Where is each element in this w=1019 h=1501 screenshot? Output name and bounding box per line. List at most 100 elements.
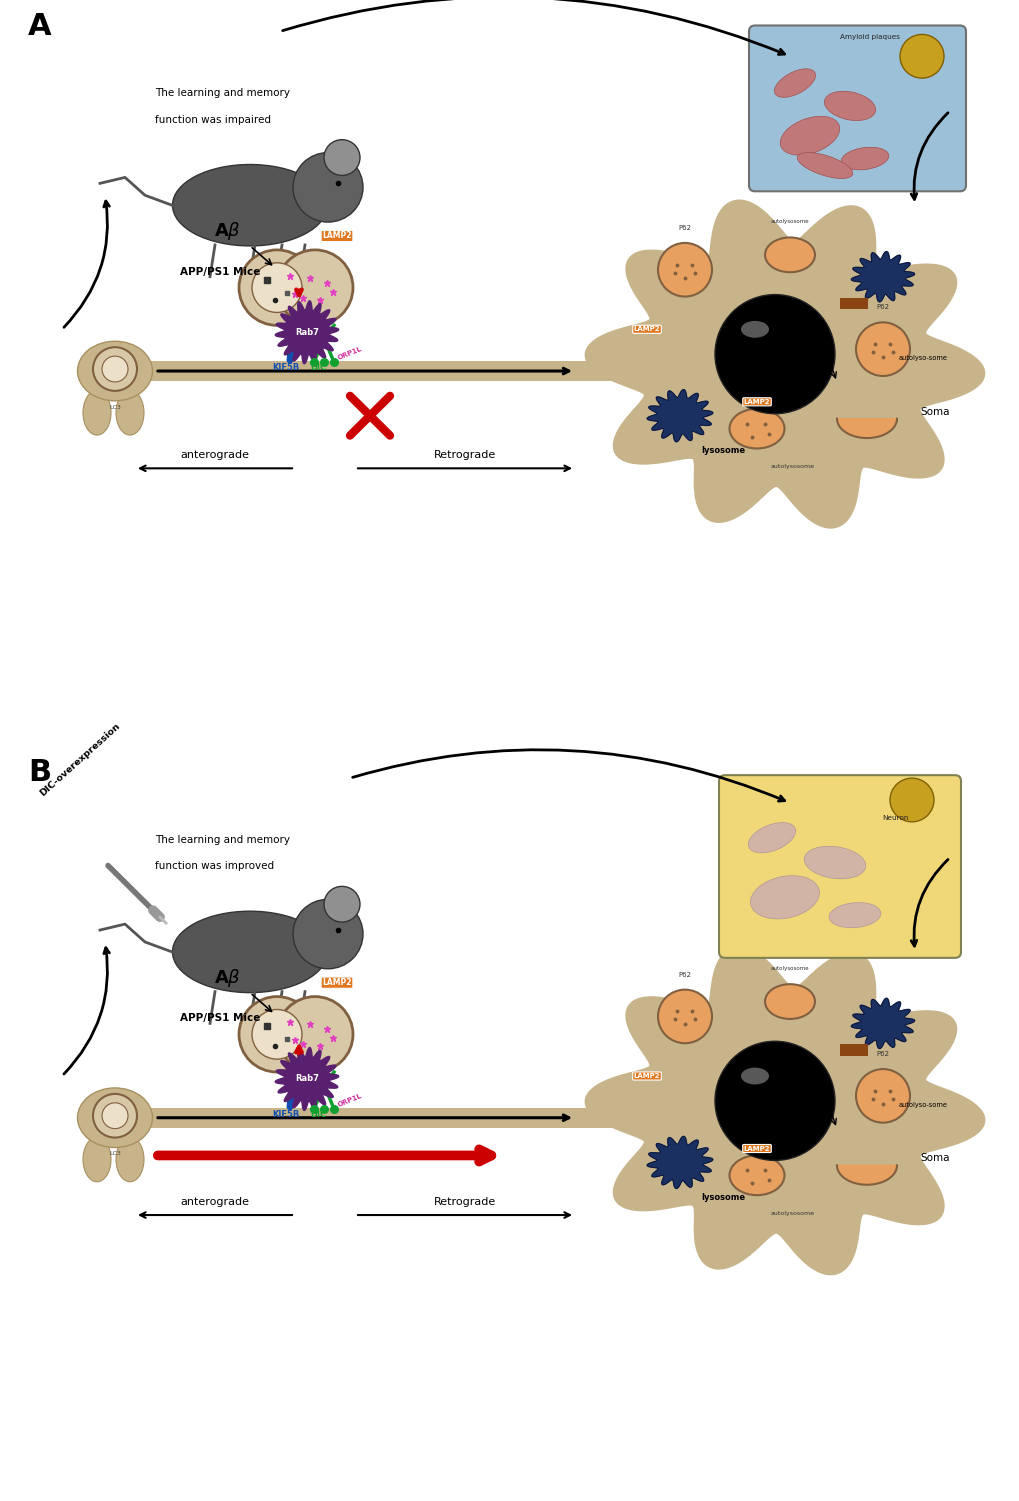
Ellipse shape <box>841 147 888 170</box>
Bar <box>840 1045 867 1057</box>
Bar <box>148 1108 602 1127</box>
Ellipse shape <box>823 92 874 120</box>
Text: P62: P62 <box>678 225 691 231</box>
Text: Soma: Soma <box>919 407 949 417</box>
Circle shape <box>252 263 302 312</box>
Text: lysosome: lysosome <box>700 1193 744 1202</box>
Circle shape <box>890 778 933 823</box>
Text: function was improved: function was improved <box>155 862 274 872</box>
Circle shape <box>292 899 363 968</box>
Bar <box>840 297 867 309</box>
Text: autolysosome: autolysosome <box>770 1211 814 1216</box>
Text: LC3: LC3 <box>109 1151 121 1156</box>
Text: LAMP2: LAMP2 <box>322 231 352 240</box>
Circle shape <box>324 887 360 922</box>
Bar <box>148 362 602 381</box>
Circle shape <box>238 997 315 1072</box>
Circle shape <box>93 1094 137 1138</box>
Text: LAMP2: LAMP2 <box>743 1145 769 1151</box>
Polygon shape <box>275 1048 338 1111</box>
Circle shape <box>102 356 127 381</box>
Text: autolyso­some: autolyso­some <box>898 1102 947 1108</box>
FancyBboxPatch shape <box>718 775 960 958</box>
Ellipse shape <box>828 902 880 928</box>
Text: P62: P62 <box>875 1051 889 1057</box>
Circle shape <box>657 989 711 1043</box>
Circle shape <box>102 1103 127 1129</box>
Ellipse shape <box>172 165 327 246</box>
Ellipse shape <box>797 153 852 179</box>
Text: Soma: Soma <box>919 1153 949 1163</box>
Text: LAMP2: LAMP2 <box>743 399 769 405</box>
FancyBboxPatch shape <box>748 26 965 191</box>
Text: LAMP2: LAMP2 <box>633 1073 659 1079</box>
Text: APP/PS1 Mice: APP/PS1 Mice <box>179 267 260 276</box>
Text: A: A <box>28 12 52 41</box>
Circle shape <box>714 1042 835 1160</box>
Circle shape <box>292 153 363 222</box>
Text: B: B <box>28 758 51 788</box>
Polygon shape <box>851 998 914 1049</box>
Text: Neuron: Neuron <box>881 815 907 821</box>
Text: A$\beta$: A$\beta$ <box>213 967 240 989</box>
Text: The learning and memory: The learning and memory <box>155 89 289 98</box>
Circle shape <box>324 140 360 176</box>
Text: APP/PS1 Mice: APP/PS1 Mice <box>179 1013 260 1024</box>
Text: Retrograde: Retrograde <box>433 1198 495 1207</box>
Bar <box>565 1108 639 1127</box>
Ellipse shape <box>764 237 814 272</box>
Text: LAMP2: LAMP2 <box>633 326 659 332</box>
Circle shape <box>277 249 353 326</box>
Text: anterograde: anterograde <box>180 1198 250 1207</box>
Ellipse shape <box>740 1067 768 1084</box>
Text: DIC: DIC <box>310 363 326 372</box>
Circle shape <box>93 347 137 390</box>
Text: Rab7: Rab7 <box>294 327 319 336</box>
Text: P62: P62 <box>875 305 889 311</box>
Text: ORP1L: ORP1L <box>336 345 363 362</box>
Ellipse shape <box>748 823 795 853</box>
Ellipse shape <box>773 69 815 98</box>
Text: Rab7: Rab7 <box>294 1075 319 1084</box>
Text: KIF5B: KIF5B <box>272 363 299 372</box>
Polygon shape <box>585 947 983 1274</box>
Ellipse shape <box>83 1138 111 1181</box>
Ellipse shape <box>729 408 784 449</box>
Text: autolysosome: autolysosome <box>770 219 808 224</box>
Polygon shape <box>851 252 914 302</box>
Text: Amyloid plaques: Amyloid plaques <box>840 35 899 41</box>
Ellipse shape <box>780 116 839 155</box>
Text: The learning and memory: The learning and memory <box>155 835 289 845</box>
Text: KIF5B: KIF5B <box>272 1109 299 1118</box>
Ellipse shape <box>83 390 111 435</box>
Text: function was impaired: function was impaired <box>155 114 271 125</box>
Polygon shape <box>837 1165 896 1184</box>
Ellipse shape <box>803 847 865 880</box>
Circle shape <box>855 323 909 375</box>
Text: Retrograde: Retrograde <box>433 450 495 461</box>
Ellipse shape <box>740 321 768 338</box>
Circle shape <box>714 294 835 414</box>
Bar <box>565 362 639 381</box>
Ellipse shape <box>116 390 144 435</box>
Ellipse shape <box>764 985 814 1019</box>
Circle shape <box>238 249 315 326</box>
Circle shape <box>855 1069 909 1123</box>
Text: DIC: DIC <box>310 1109 326 1118</box>
Ellipse shape <box>729 1156 784 1195</box>
Text: P62: P62 <box>678 971 691 977</box>
Circle shape <box>277 997 353 1072</box>
Text: LAMP2: LAMP2 <box>322 979 352 988</box>
Text: autolysosome: autolysosome <box>770 464 814 470</box>
Text: autolyso­some: autolyso­some <box>898 356 947 362</box>
Text: lysosome: lysosome <box>700 446 744 455</box>
Text: A$\beta$: A$\beta$ <box>213 221 240 242</box>
Polygon shape <box>646 390 712 441</box>
Ellipse shape <box>77 341 153 401</box>
Circle shape <box>657 243 711 297</box>
Ellipse shape <box>172 911 327 992</box>
Ellipse shape <box>116 1138 144 1181</box>
Polygon shape <box>585 200 983 528</box>
Ellipse shape <box>750 875 818 919</box>
Ellipse shape <box>77 1088 153 1147</box>
